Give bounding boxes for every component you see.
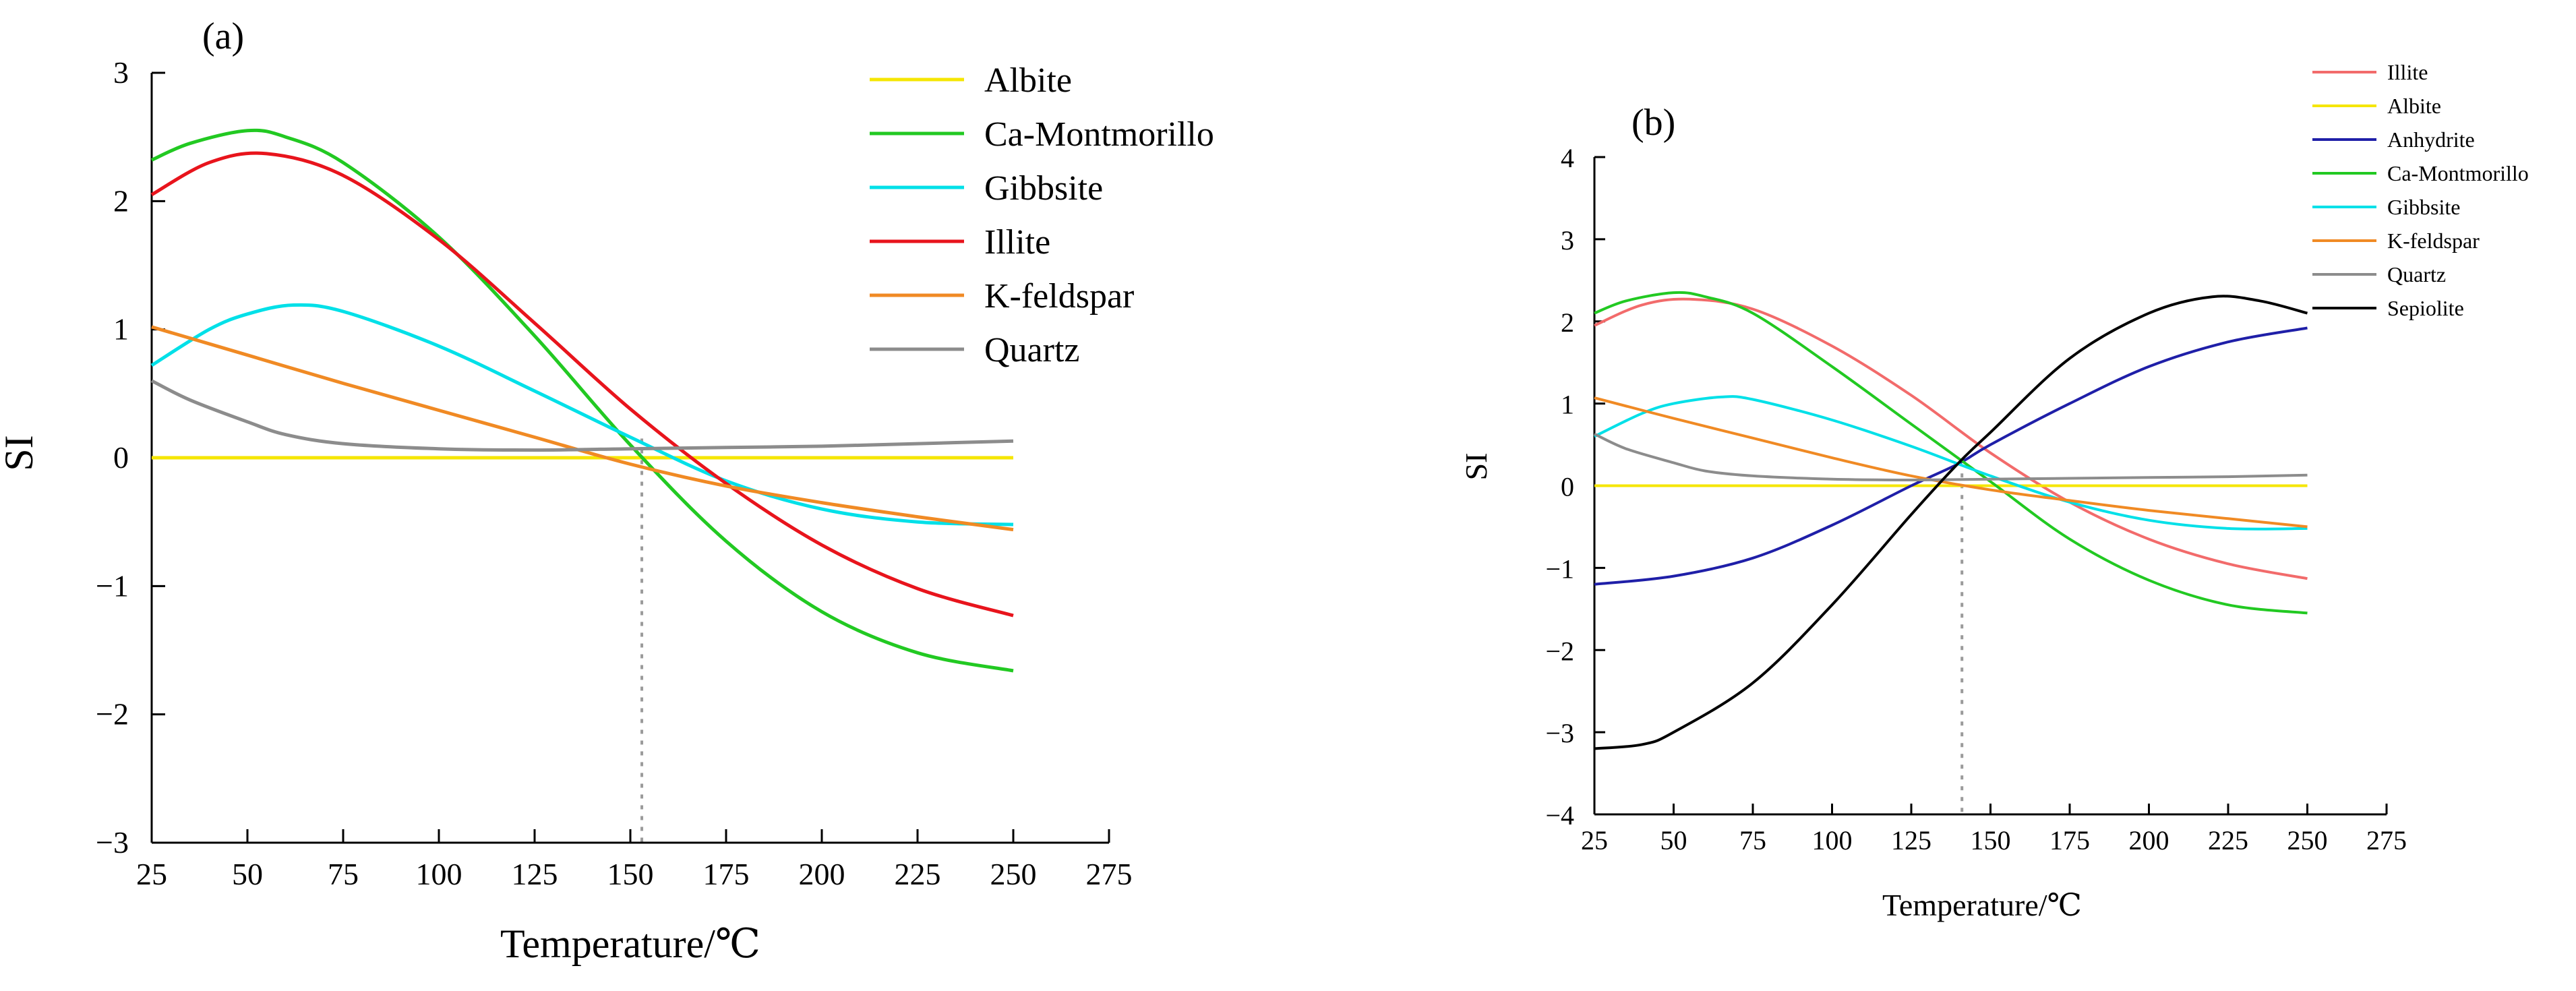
series-line-ca-montmorillo (150, 128, 1014, 673)
legend-label-anhydrite: Anhydrite (2387, 127, 2475, 152)
x-tick-label: 150 (607, 857, 654, 891)
y-tick-label: −4 (1545, 800, 1574, 831)
x-tick-label: 200 (799, 857, 845, 891)
y-tick-label: 0 (1561, 472, 1574, 502)
y-tick-label: 1 (1561, 390, 1574, 420)
x-tick-label: 50 (232, 857, 263, 891)
y-tick-label: 2 (1561, 307, 1574, 338)
y-tick-label: −2 (96, 697, 129, 731)
chart-panel-a: 25 50 75 100 125 150 175 200 225 250 275 3 2 1 0 −1 −2 −3… (0, 16, 1214, 966)
series-line-quartz (1594, 432, 2308, 481)
y-tick-label: 0 (113, 440, 129, 475)
panel-label: (b) (1631, 102, 1675, 144)
series-line-illite (1594, 297, 2308, 580)
x-axis-label: Temperature/℃ (1882, 888, 2082, 922)
legend-label-ca-montmorillo: Ca-Montmorillo (984, 115, 1214, 154)
x-tick-label: 175 (703, 857, 750, 891)
legend-label-albite: Albite (2387, 94, 2441, 118)
legend-label-gibbsite: Gibbsite (984, 169, 1103, 208)
legend-label-illite: Illite (2387, 60, 2428, 84)
y-tick-label: −1 (96, 568, 129, 603)
y-axis-label: SI (0, 435, 41, 471)
y-tick-label: −1 (1545, 553, 1574, 584)
x-tick-label: 275 (2366, 825, 2407, 855)
x-tick-label: 50 (1660, 825, 1687, 855)
x-tick-label: 250 (990, 857, 1037, 891)
x-tick-label: 200 (2129, 825, 2169, 855)
series-line-sepiolite (1594, 295, 2308, 750)
x-tick-label: 75 (1739, 825, 1766, 855)
y-tick-label: 1 (113, 312, 129, 347)
legend-label-k-feldspar: K-feldspar (2387, 229, 2480, 253)
series-line-gibbsite (150, 303, 1014, 527)
x-tick-label: 175 (2049, 825, 2090, 855)
y-tick-label: 4 (1561, 143, 1574, 173)
x-tick-label: 100 (416, 857, 462, 891)
series-line-k-feldspar (151, 325, 1014, 532)
legend-label-quartz: Quartz (984, 331, 1079, 369)
x-tick-label: 225 (2208, 825, 2248, 855)
series-line-anhydrite (1594, 326, 2308, 586)
x-tick-label: 25 (136, 857, 167, 891)
y-tick-label: −2 (1545, 636, 1574, 666)
series-line-ca-montmorillo (1594, 291, 2308, 615)
x-tick-label: 100 (1812, 825, 1853, 855)
chart-panel-b: 25 50 75 100 125 150 175 200 225 250 275 4 3 2 1 0 −1 −2 −… (1459, 60, 2529, 922)
series-line-illite (150, 151, 1014, 618)
panel-label: (a) (202, 16, 244, 57)
x-tick-label: 150 (1971, 825, 2011, 855)
series-line-quartz (150, 379, 1014, 452)
legend-label-albite: Albite (984, 61, 1072, 100)
x-tick-label: 75 (328, 857, 359, 891)
legend-label-quartz: Quartz (2387, 262, 2446, 287)
legend-label-gibbsite: Gibbsite (2387, 195, 2460, 219)
legend: Albite Ca-Montmorillo Gibbsite Illite K-feld… (870, 61, 1214, 369)
y-tick-label: 3 (1561, 225, 1574, 256)
legend: Illite Albite Anhydrite Ca-Montmorillo Gibbs… (2312, 60, 2529, 320)
y-tick-label: −3 (1545, 718, 1574, 748)
x-tick-label: 125 (1891, 825, 1931, 855)
x-axis-label: Temperature/℃ (500, 922, 760, 966)
y-tick-label: −3 (96, 825, 129, 860)
legend-label-illite: Illite (984, 223, 1050, 262)
legend-label-k-feldspar: K-feldspar (984, 277, 1134, 316)
legend-label-ca-montmorillo: Ca-Montmorillo (2387, 161, 2529, 185)
series-line-gibbsite (1594, 395, 2308, 531)
x-tick-label: 25 (1581, 825, 1608, 855)
legend-label-sepiolite: Sepiolite (2387, 296, 2464, 320)
y-tick-label: 3 (113, 55, 129, 90)
y-tick-label: 2 (113, 183, 129, 218)
x-tick-label: 275 (1086, 857, 1133, 891)
x-tick-label: 225 (895, 857, 941, 891)
y-axis-label: SI (1459, 453, 1493, 481)
x-tick-label: 125 (512, 857, 558, 891)
x-tick-label: 250 (2287, 825, 2328, 855)
